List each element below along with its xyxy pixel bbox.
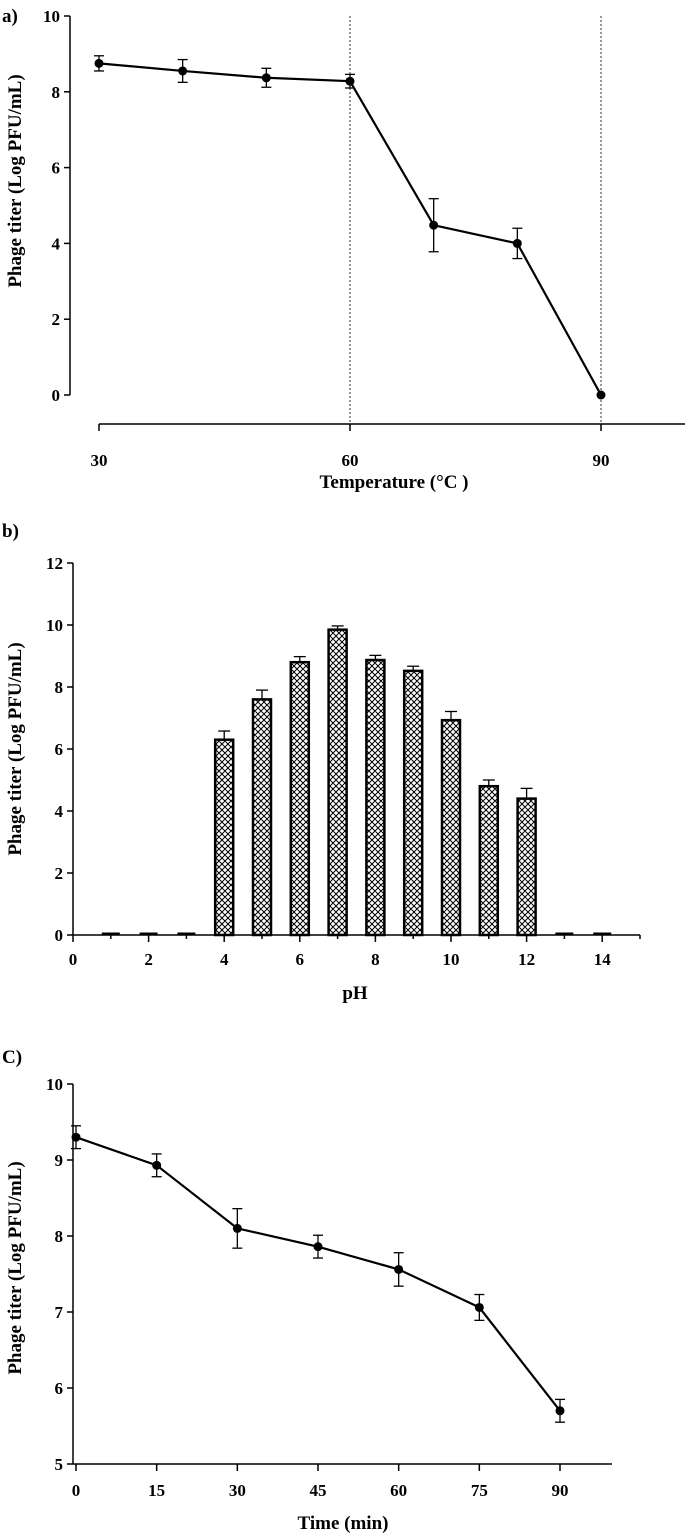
panel-b-y-tick-label-5: 10: [46, 616, 63, 635]
panel-c-data-point-5: [474, 1302, 484, 1312]
panel-c-y-tick-label-5: 10: [46, 1075, 63, 1094]
panel-b-bar-5: [289, 660, 311, 937]
panel-b-y-tick-label-4: 8: [55, 678, 64, 697]
panel-b-x-tick-label-3: 6: [296, 950, 305, 969]
panel-a-xlabel: Temperature (°C ): [319, 472, 468, 493]
panel-a-x-tick-label-2: 90: [593, 451, 610, 470]
panel-b-x-tick-label-4: 8: [371, 950, 380, 969]
panel-c-x-tick-label-5: 75: [471, 1481, 488, 1500]
panel-b-bar-4: [251, 698, 273, 937]
panel-b-plot: 0 2 4 6 8 10 12 0 2 4 6 8 10 12 14: [46, 554, 641, 969]
panel-a-data-point-4: [429, 220, 439, 230]
panel-b-xlabel: pH: [342, 983, 368, 1004]
panel-c-data-point-6: [555, 1406, 565, 1416]
panel-c-data-point-2: [232, 1223, 242, 1233]
panel-a-data-point-0: [94, 58, 104, 68]
panel-a-data-point-5: [512, 238, 522, 248]
panel-a-y-tick-label-4: 8: [52, 83, 61, 102]
panel-b-x-tick-label-6: 12: [518, 950, 535, 969]
panel-a-data-point-3: [345, 76, 355, 86]
panel-c-y-tick-label-3: 8: [55, 1227, 64, 1246]
panel-b-label: b): [2, 521, 19, 542]
panel-b-y-tick-label-2: 4: [55, 802, 64, 821]
panel-a-x-tick-label-0: 30: [91, 451, 108, 470]
panel-c-data-point-0: [71, 1132, 81, 1142]
panel-b-bar-9: [440, 718, 462, 937]
panel-c-xlabel: Time (min): [298, 1513, 389, 1534]
panel-a-data-point-2: [261, 73, 271, 83]
panel-b-bar-11: [516, 797, 537, 937]
panel-c-label: C): [2, 1047, 22, 1068]
panel-b-bar-1: [139, 932, 158, 935]
panel-c-x-tick-label-3: 45: [310, 1481, 327, 1500]
panel-c-x-tick-label-4: 60: [390, 1481, 407, 1500]
panel-b-x-tick-label-5: 10: [443, 950, 460, 969]
panel-b-bar-2: [177, 932, 196, 935]
panel-b-x-tick-label-0: 0: [69, 950, 78, 969]
panel-a-x-tick-label-1: 60: [342, 451, 359, 470]
panel-a-data-point-6: [596, 390, 606, 400]
panel-a-y-tick-label-0: 0: [52, 386, 61, 405]
panel-c-y-tick-label-0: 5: [55, 1455, 64, 1474]
panel-c-x-tick-label-1: 15: [148, 1481, 165, 1500]
panel-b-x-tick-label-1: 2: [144, 950, 153, 969]
panel-b-x-tick-label-2: 4: [220, 950, 229, 969]
panel-b-bar-13: [593, 932, 612, 935]
panel-b-y-tick-label-1: 2: [55, 864, 64, 883]
panel-a-y-tick-label-2: 4: [52, 234, 61, 253]
panel-c-series-line: [75, 1136, 561, 1412]
panel-c-y-tick-label-4: 9: [55, 1151, 64, 1170]
panel-c-y-tick-label-1: 6: [55, 1379, 64, 1398]
panel-c-plot: 5 6 7 8 9 10 0 15 30 45 60 75 90: [46, 1075, 612, 1500]
panel-c-data-point-3: [313, 1242, 323, 1252]
panel-b-y-tick-label-6: 12: [46, 554, 63, 573]
panel-c-x-tick-label-2: 30: [229, 1481, 246, 1500]
panel-c-x-tick-label-0: 0: [72, 1481, 81, 1500]
panel-b-bar-10: [478, 784, 500, 937]
panel-b: b) Phage titer (Log PFU/mL) pH 0 2 4 6 8 10 12…: [2, 521, 641, 1004]
panel-a: a) Phage titer (Log PFU/mL) Temperature …: [2, 6, 685, 493]
panel-a-ylabel: Phage titer (Log PFU/mL): [5, 74, 26, 287]
panel-c-data-point-4: [394, 1264, 404, 1274]
panel-b-bar-7: [365, 658, 386, 937]
panel-b-y-tick-label-0: 0: [55, 926, 64, 945]
panel-b-ylabel: Phage titer (Log PFU/mL): [5, 642, 26, 855]
panel-b-x-tick-label-7: 14: [594, 950, 612, 969]
panel-c-y-tick-label-2: 7: [55, 1303, 64, 1322]
panel-a-y-tick-label-1: 2: [52, 310, 61, 329]
panel-b-bar-6: [327, 628, 348, 937]
panel-a-y-tick-label-5: 10: [43, 7, 60, 26]
panel-a-plot: 0 2 4 6 8 10 30 60 90: [43, 7, 685, 470]
panel-b-bar-8: [402, 669, 424, 937]
panel-b-bar-12: [555, 932, 574, 935]
panel-b-bar-0: [101, 932, 120, 935]
panel-c-x-tick-label-6: 90: [552, 1481, 569, 1500]
panel-b-y-tick-label-3: 6: [55, 740, 64, 759]
panel-a-label: a): [2, 6, 18, 27]
panel-c: C) Phage titer (Log PFU/mL) Time (min) 5…: [2, 1047, 612, 1534]
panel-c-data-point-1: [152, 1160, 162, 1170]
panel-b-bar-3: [213, 738, 235, 937]
panel-a-data-point-1: [178, 66, 188, 76]
panel-a-y-tick-label-3: 6: [52, 159, 61, 178]
panel-c-ylabel: Phage titer (Log PFU/mL): [5, 1161, 26, 1374]
